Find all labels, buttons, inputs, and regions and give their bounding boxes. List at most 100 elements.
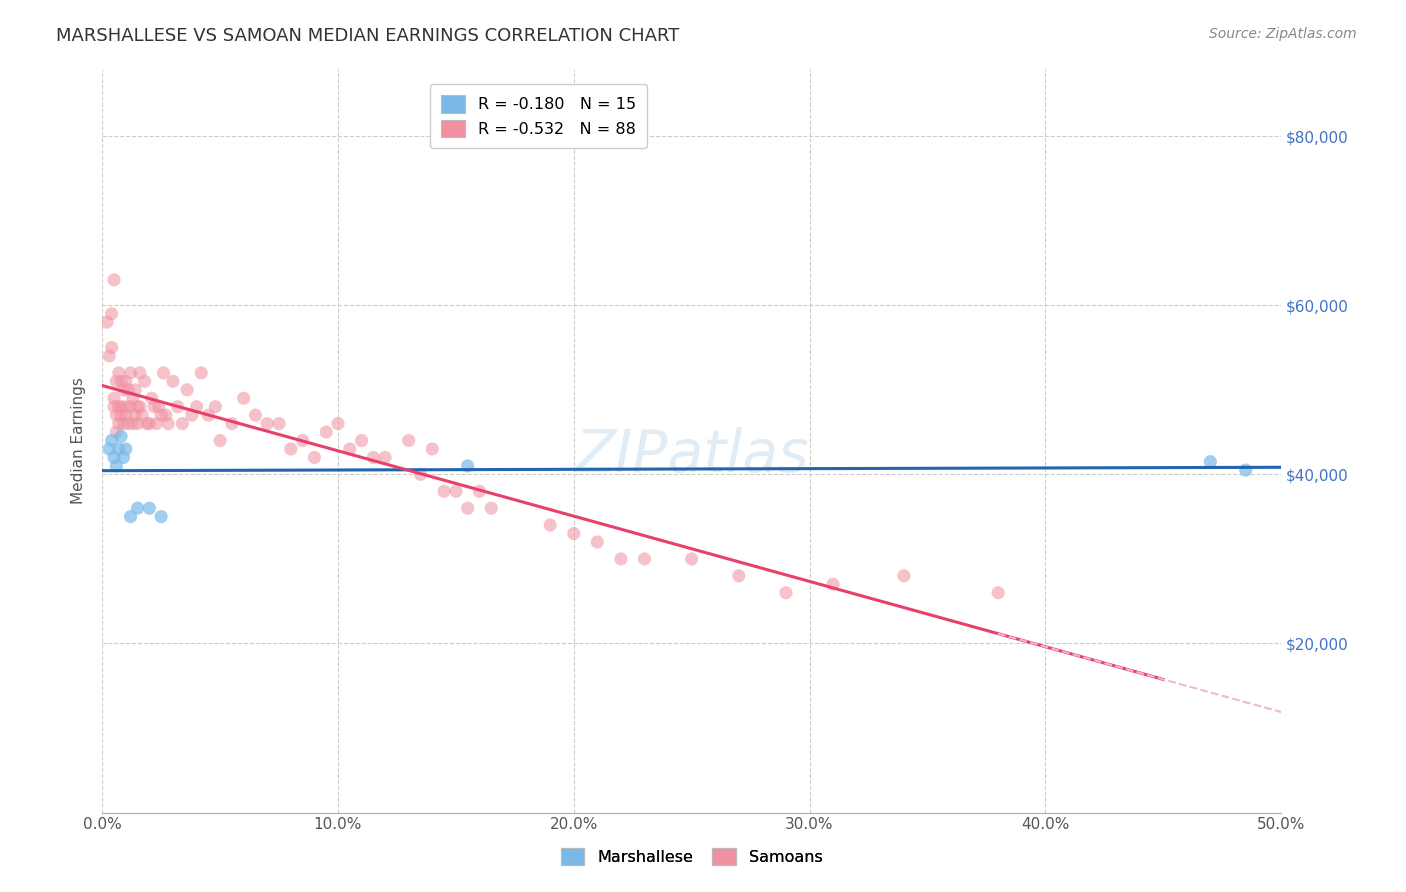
Point [727, 569, 749, 583]
Point [221, 417, 243, 431]
Point [987, 585, 1010, 599]
Point [420, 442, 443, 456]
Point [186, 400, 208, 414]
Point [245, 408, 267, 422]
Point [141, 391, 163, 405]
Point [232, 391, 254, 405]
Point [138, 417, 160, 431]
Point [176, 383, 198, 397]
Point [1199, 455, 1222, 469]
Point [457, 501, 479, 516]
Point [98, 349, 121, 363]
Point [538, 518, 561, 533]
Point [350, 434, 373, 448]
Point [110, 408, 132, 422]
Point [409, 467, 432, 482]
Point [110, 375, 132, 389]
Point [190, 366, 212, 380]
Point [129, 366, 152, 380]
Point [893, 569, 915, 583]
Point [120, 509, 142, 524]
Point [127, 501, 149, 516]
Point [138, 501, 160, 516]
Point [823, 577, 845, 591]
Point [152, 366, 174, 380]
Point [267, 417, 290, 431]
Point [633, 552, 655, 566]
Point [120, 366, 142, 380]
Point [256, 417, 278, 431]
Text: Source: ZipAtlas.com: Source: ZipAtlas.com [1209, 27, 1357, 41]
Point [121, 417, 143, 431]
Point [103, 273, 125, 287]
Point [103, 400, 125, 414]
Point [315, 425, 337, 439]
Point [114, 442, 136, 456]
Point [107, 366, 129, 380]
Point [180, 408, 202, 422]
Point [150, 509, 173, 524]
Point [131, 408, 153, 422]
Text: MARSHALLESE VS SAMOAN MEDIAN EARNINGS CORRELATION CHART: MARSHALLESE VS SAMOAN MEDIAN EARNINGS CO… [56, 27, 679, 45]
Point [121, 391, 143, 405]
Point [339, 442, 361, 456]
Point [148, 400, 170, 414]
Point [100, 307, 122, 321]
Point [468, 484, 491, 499]
Point [444, 484, 467, 499]
Point [103, 391, 125, 405]
Point [129, 400, 152, 414]
Point [562, 526, 585, 541]
Point [107, 417, 129, 431]
Point [112, 450, 135, 465]
Point [610, 552, 633, 566]
Point [127, 417, 149, 431]
Point [117, 417, 139, 431]
Point [204, 400, 226, 414]
Point [103, 450, 125, 465]
Point [110, 400, 132, 414]
Point [143, 400, 166, 414]
Point [96, 315, 118, 329]
Point [136, 417, 159, 431]
Point [457, 458, 479, 473]
Point [127, 400, 149, 414]
Point [114, 400, 136, 414]
Point [114, 375, 136, 389]
Point [374, 450, 396, 465]
Point [398, 434, 420, 448]
Point [105, 425, 128, 439]
Point [107, 400, 129, 414]
Point [775, 585, 797, 599]
Point [166, 400, 188, 414]
Point [134, 375, 156, 389]
Point [105, 458, 128, 473]
Point [280, 442, 302, 456]
Point [110, 429, 132, 443]
Point [433, 484, 456, 499]
Point [209, 434, 232, 448]
Point [105, 408, 128, 422]
Point [105, 375, 128, 389]
Point [150, 408, 173, 422]
Point [155, 408, 177, 422]
Point [107, 442, 129, 456]
Point [291, 434, 314, 448]
Point [145, 417, 167, 431]
Point [1234, 463, 1257, 477]
Point [479, 501, 502, 516]
Point [117, 383, 139, 397]
Point [304, 450, 326, 465]
Y-axis label: Median Earnings: Median Earnings [72, 377, 86, 504]
Point [197, 408, 219, 422]
Point [112, 417, 135, 431]
Point [114, 408, 136, 422]
Point [100, 434, 122, 448]
Point [124, 408, 146, 422]
Point [157, 417, 180, 431]
Text: ZIPatlas: ZIPatlas [575, 427, 808, 483]
Point [120, 400, 142, 414]
Point [363, 450, 385, 465]
Point [326, 417, 349, 431]
Point [98, 442, 121, 456]
